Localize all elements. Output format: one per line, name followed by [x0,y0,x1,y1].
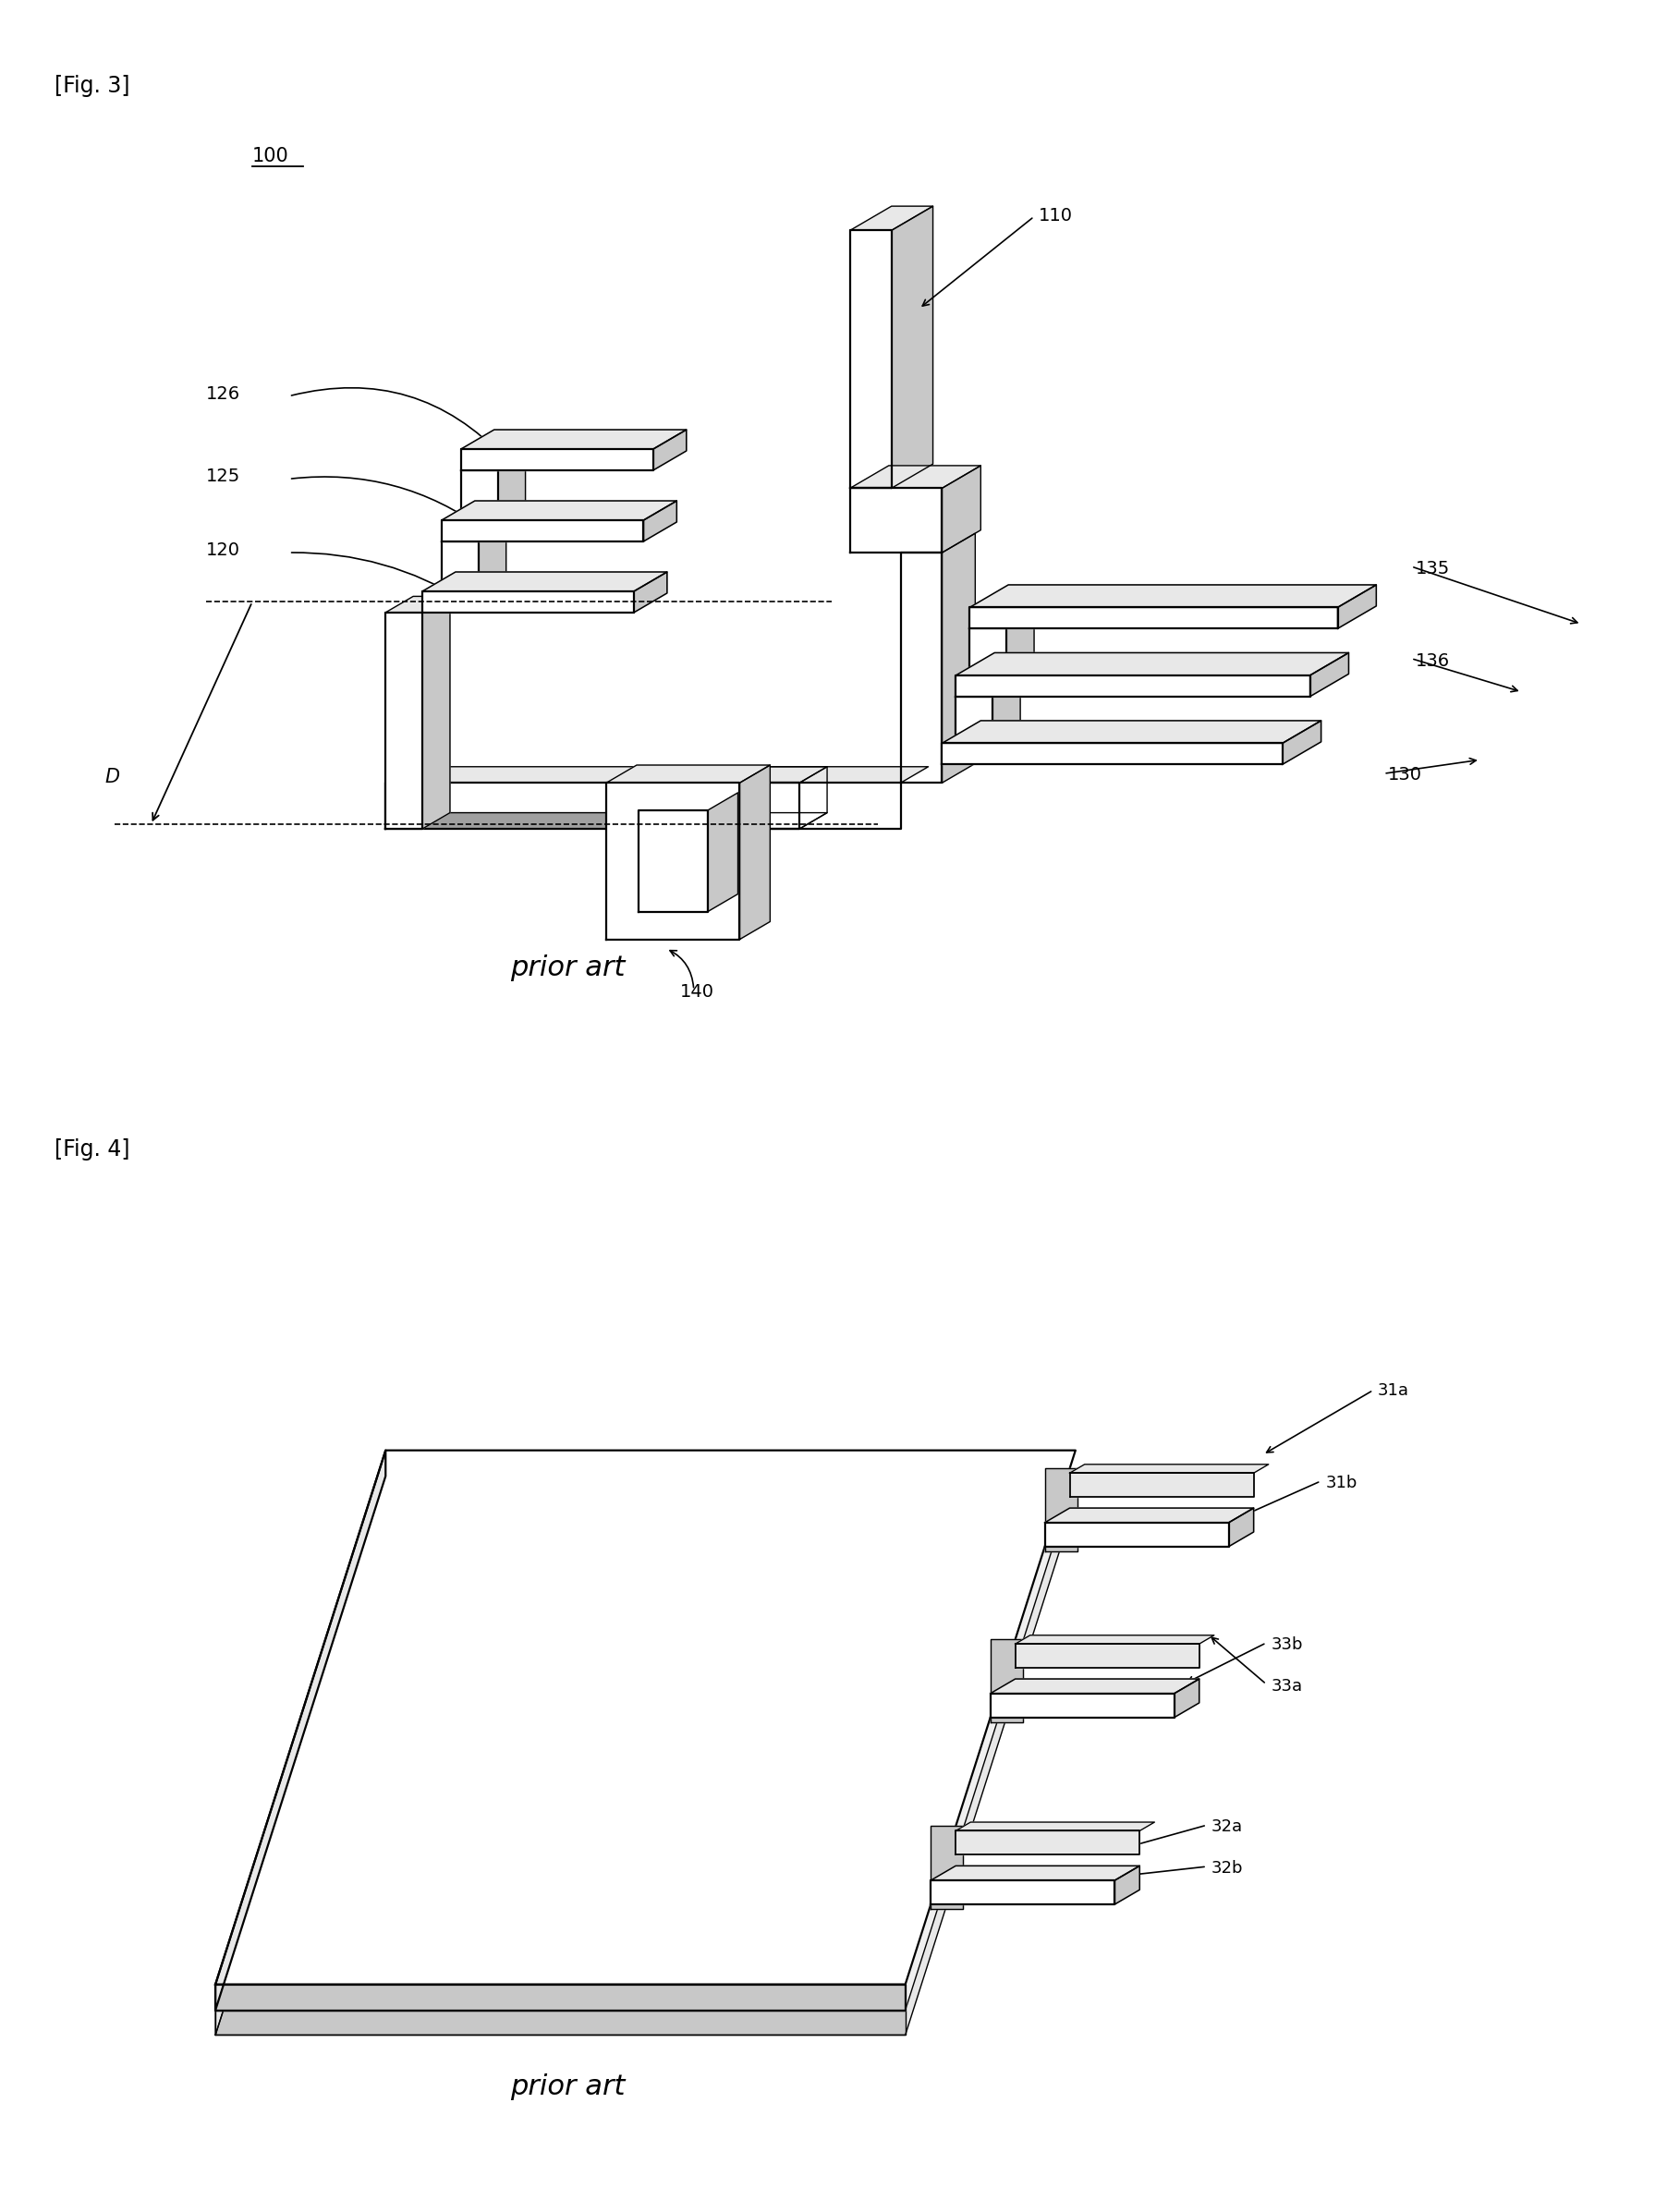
Polygon shape [850,488,942,552]
Polygon shape [1070,1465,1268,1474]
Polygon shape [460,471,497,519]
Polygon shape [739,783,900,829]
Polygon shape [442,502,677,519]
Polygon shape [386,812,827,829]
Polygon shape [991,1639,1023,1723]
Polygon shape [442,519,643,541]
Polygon shape [654,429,687,471]
Polygon shape [479,526,506,592]
Polygon shape [1116,1866,1139,1905]
Polygon shape [993,680,1020,744]
Polygon shape [991,1694,1174,1718]
Polygon shape [739,766,769,939]
Text: 140: 140 [680,983,714,1001]
Polygon shape [497,453,526,519]
Polygon shape [1310,653,1349,697]
Polygon shape [969,585,1376,607]
Text: D: D [106,768,119,785]
Polygon shape [422,596,450,829]
Text: 135: 135 [1416,561,1450,576]
Text: 126: 126 [207,385,240,403]
Polygon shape [942,532,974,783]
Polygon shape [850,207,932,231]
Polygon shape [638,810,707,911]
Polygon shape [1045,1467,1077,1551]
Polygon shape [931,1866,1139,1881]
Text: [Fig. 4]: [Fig. 4] [54,1137,129,1159]
Text: 33a: 33a [1272,1679,1302,1694]
Polygon shape [956,697,993,744]
Polygon shape [707,792,738,911]
Text: 32b: 32b [1211,1859,1243,1877]
Text: [Fig. 3]: [Fig. 3] [54,75,129,97]
Polygon shape [956,675,1310,697]
Text: 33b: 33b [1272,1637,1302,1652]
Polygon shape [215,2011,906,2035]
Polygon shape [892,207,932,488]
Polygon shape [942,744,1282,763]
Polygon shape [931,1826,963,1910]
Polygon shape [1228,1507,1253,1547]
Text: 100: 100 [252,147,289,165]
Polygon shape [900,552,942,783]
Text: prior art: prior art [509,955,625,981]
Polygon shape [1070,1474,1253,1496]
Polygon shape [969,629,1006,675]
Polygon shape [442,541,479,592]
Polygon shape [942,722,1320,744]
Polygon shape [1006,612,1035,675]
Polygon shape [643,502,677,541]
Polygon shape [991,1679,1200,1694]
Text: 110: 110 [1038,207,1074,224]
Text: 130: 130 [1388,766,1423,783]
Polygon shape [850,231,892,488]
Polygon shape [215,1500,1075,2035]
Polygon shape [956,1822,1154,1830]
Polygon shape [633,572,667,612]
Polygon shape [386,612,422,829]
Polygon shape [1045,1522,1228,1547]
Polygon shape [422,592,633,612]
Polygon shape [942,466,981,552]
Text: 31a: 31a [1378,1382,1410,1399]
Polygon shape [1337,585,1376,629]
Text: 32a: 32a [1211,1819,1243,1835]
Text: 31b: 31b [1326,1474,1357,1492]
Polygon shape [850,466,981,488]
Polygon shape [931,1881,1116,1905]
Polygon shape [1015,1635,1215,1643]
Polygon shape [215,1984,906,2011]
Polygon shape [1282,722,1320,763]
Polygon shape [1015,1643,1200,1668]
Text: 125: 125 [207,469,240,486]
Polygon shape [969,607,1337,629]
Polygon shape [1174,1679,1200,1718]
Polygon shape [800,766,827,829]
Polygon shape [739,766,929,783]
Polygon shape [1045,1507,1253,1522]
Polygon shape [386,596,450,612]
Polygon shape [422,572,667,592]
Polygon shape [606,783,739,939]
Polygon shape [606,766,769,783]
Polygon shape [956,1830,1139,1855]
Polygon shape [386,783,800,829]
Text: 120: 120 [207,541,240,559]
Polygon shape [956,653,1349,675]
Text: 136: 136 [1416,651,1450,669]
Polygon shape [215,1476,386,2035]
Polygon shape [386,766,827,783]
Polygon shape [215,1450,1075,1984]
Polygon shape [460,449,654,471]
Polygon shape [215,1450,386,2011]
Polygon shape [215,1476,1075,2011]
Polygon shape [460,429,687,449]
Text: prior art: prior art [509,2075,625,2101]
